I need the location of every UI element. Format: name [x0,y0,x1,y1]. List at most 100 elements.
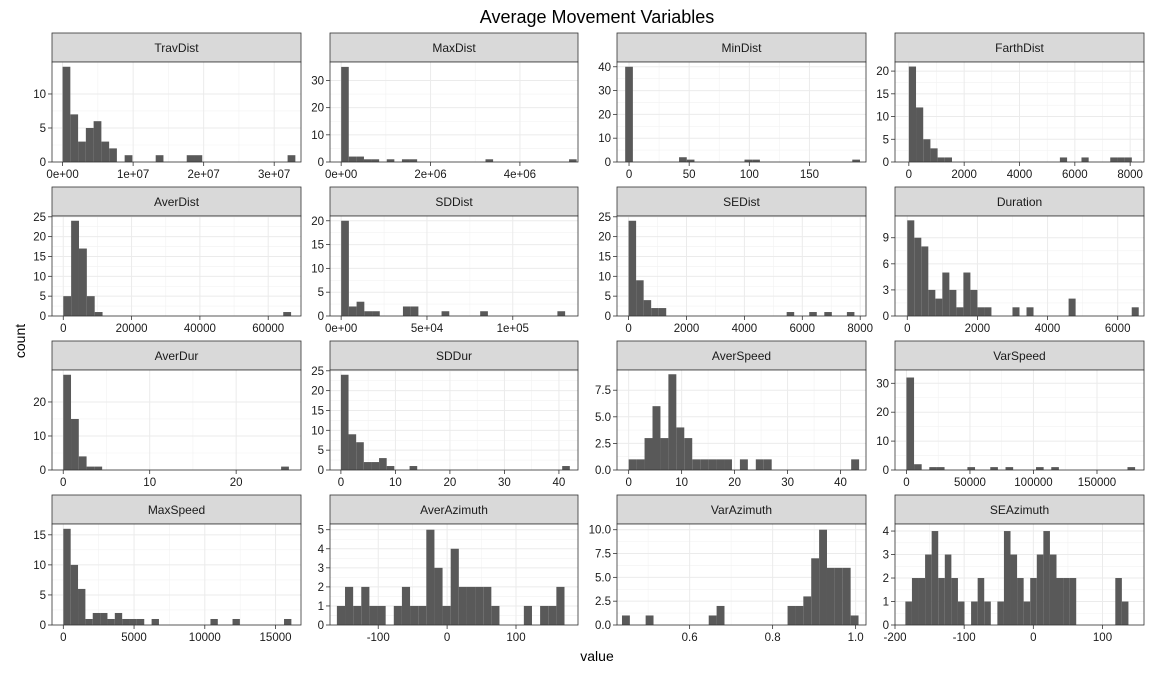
x-tick-label: 40 [834,477,847,489]
x-tick-label: 4000 [732,323,758,335]
x-tick-label: 4000 [1035,323,1061,335]
histogram-bar [124,155,133,162]
histogram-bar [1012,307,1020,316]
histogram-bar [393,605,402,625]
histogram-bar [949,289,957,316]
histogram-bar [356,156,364,162]
histogram-bar [287,155,296,162]
y-tick-label: 10 [598,133,611,145]
panel-background [330,62,578,162]
histogram-bar [63,374,72,470]
x-tick-label: 0 [904,323,910,335]
panel-border [894,523,1145,626]
y-tick-label: 0 [883,620,889,632]
y-tick-label: 10 [311,130,324,142]
histogram-bar [1059,157,1068,162]
x-tick-label: 40 [553,477,566,489]
histogram-bar [1003,531,1011,625]
y-tick-label: 15 [598,251,611,263]
histogram-bar [628,459,637,470]
facet-panel-averdur: AverDur 0 10 20 0 10 20 [33,340,302,489]
histogram-bar [645,615,654,625]
histogram-bar [1026,307,1034,316]
histogram-bar [1010,554,1018,625]
panel-border [616,61,867,163]
x-tick-label: 15000 [260,632,292,644]
histogram-bar [348,306,357,316]
histogram-bar [402,306,411,316]
panel-background [617,216,866,316]
y-tick-label: 15 [33,251,46,263]
y-tick-label: 20 [33,397,46,409]
histogram-bar [364,311,373,316]
facet-strip-duration [894,186,1145,217]
facet-panel-sedist: SEDist 0 2000 4000 6000 8000 0 5 10 15 20 25 [598,186,873,335]
y-tick-label: 7.5 [595,549,611,561]
histogram-bar [906,377,915,470]
histogram-bar [905,601,912,625]
x-tick-label: 100 [506,632,525,644]
y-tick-label: 0 [605,311,611,323]
y-tick-label: 10 [876,112,889,124]
histogram-bar [708,459,717,470]
histogram-bar [63,528,71,625]
histogram-bar [957,601,965,625]
facet-label-sddist: SDDist [435,195,473,209]
histogram-bar [71,220,79,316]
x-tick-label: 0 [903,477,909,489]
histogram-bar [826,567,835,625]
histogram-bar [186,155,195,162]
histogram-bar [914,464,922,470]
x-tick-label: -100 [367,632,390,644]
histogram-bar [700,459,709,470]
histogram-bar [679,157,687,162]
panel-border [329,523,579,626]
panel-border [51,215,302,317]
histogram-bar [371,159,380,162]
x-tick-label: 1e+05 [497,323,529,335]
histogram-bar [548,605,557,625]
histogram-bar [755,459,764,470]
x-tick-label: 10 [675,477,688,489]
histogram-bar [752,159,760,162]
y-tick-label: 5 [40,123,46,135]
histogram-bar [434,567,443,625]
x-tick-label: 2000 [951,169,977,181]
histogram-bar [341,66,349,162]
histogram-bar [1069,578,1077,625]
facet-label-maxspeed: MaxSpeed [148,503,205,517]
y-tick-label: 0 [40,311,46,323]
histogram-bar [466,586,476,625]
y-tick-label: 15 [311,405,324,417]
histogram-bar [1081,157,1089,162]
panel-border [51,369,302,471]
facet-label-farthdist: FarthDist [995,41,1044,55]
y-tick-label: 0 [605,157,611,169]
y-tick-label: 15 [33,530,46,542]
histogram-bar [937,157,945,162]
histogram-bar [921,246,929,316]
facet-strip-averazimuth [329,494,579,525]
histogram-bar [86,296,95,316]
histogram-bar [379,458,387,470]
histogram-bar [353,605,362,625]
histogram-bar [658,308,667,316]
histogram-bar [1121,601,1129,625]
histogram-bar [852,159,860,162]
histogram-bar [232,618,240,625]
facet-panel-sddist: SDDist 0e+00 5e+04 1e+05 0 5 10 15 20 [311,186,579,335]
facet-strip-averspeed [616,340,867,371]
histogram-bar [377,605,386,625]
histogram-bar [386,466,395,470]
x-tick-label: 10 [143,477,156,489]
histogram-bar [86,466,95,470]
histogram-bar [426,529,435,625]
y-tick-label: 5 [883,134,889,146]
histogram-bar [1030,578,1037,625]
histogram-bar [925,554,932,625]
histogram-bar [636,280,644,316]
y-tick-label: 5 [318,287,324,299]
y-tick-label: 4 [883,526,890,538]
y-tick-label: 10 [33,271,46,283]
facet-label-averspeed: AverSpeed [712,349,771,363]
